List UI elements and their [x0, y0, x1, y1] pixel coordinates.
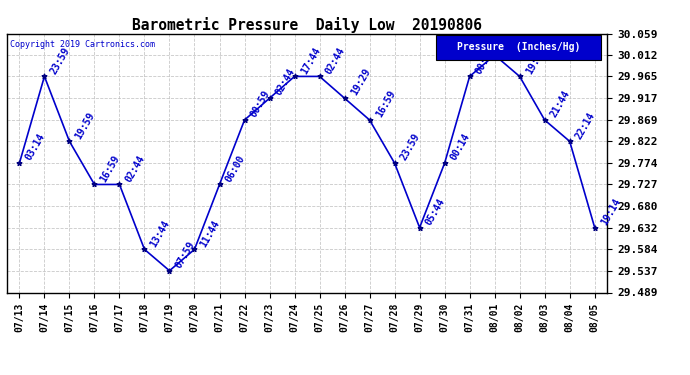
Text: 23:59: 23:59 — [399, 132, 422, 162]
Point — [189, 246, 200, 252]
Text: 19:29: 19:29 — [348, 67, 372, 98]
Text: 02:44: 02:44 — [324, 45, 347, 76]
Point — [464, 74, 475, 80]
FancyBboxPatch shape — [436, 35, 601, 60]
Text: Copyright 2019 Cartronics.com: Copyright 2019 Cartronics.com — [10, 40, 155, 49]
Text: 07:59: 07:59 — [174, 240, 197, 270]
Point — [489, 52, 500, 58]
Point — [89, 182, 100, 188]
Point — [589, 225, 600, 231]
Text: 05:44: 05:44 — [424, 196, 447, 227]
Point — [414, 225, 425, 231]
Text: Pressure  (Inches/Hg): Pressure (Inches/Hg) — [457, 42, 580, 52]
Text: 22:14: 22:14 — [574, 110, 598, 141]
Point — [289, 74, 300, 80]
Text: 16:59: 16:59 — [99, 153, 122, 184]
Point — [364, 117, 375, 123]
Text: 00:59: 00:59 — [248, 89, 272, 119]
Title: Barometric Pressure  Daily Low  20190806: Barometric Pressure Daily Low 20190806 — [132, 16, 482, 33]
Text: 06:00: 06:00 — [224, 153, 247, 184]
Text: 19:14: 19:14 — [524, 45, 547, 76]
Point — [439, 160, 450, 166]
Point — [264, 95, 275, 101]
Text: 19:59: 19:59 — [74, 110, 97, 141]
Text: 02:44: 02:44 — [124, 153, 147, 184]
Point — [164, 268, 175, 274]
Point — [114, 182, 125, 188]
Text: 11:44: 11:44 — [199, 218, 222, 249]
Text: 23:59: 23:59 — [48, 45, 72, 76]
Text: 03:14: 03:14 — [23, 132, 47, 162]
Point — [389, 160, 400, 166]
Point — [539, 117, 550, 123]
Text: 19:14: 19:14 — [599, 196, 622, 227]
Point — [139, 246, 150, 252]
Text: 00:14: 00:14 — [448, 132, 472, 162]
Text: 02:44: 02:44 — [274, 67, 297, 98]
Point — [564, 138, 575, 144]
Point — [239, 117, 250, 123]
Point — [39, 74, 50, 80]
Point — [514, 74, 525, 80]
Point — [64, 138, 75, 144]
Point — [314, 74, 325, 80]
Text: 00:14: 00:14 — [474, 45, 497, 76]
Point — [14, 160, 25, 166]
Point — [339, 95, 350, 101]
Text: 16:59: 16:59 — [374, 89, 397, 119]
Text: 13:44: 13:44 — [148, 218, 172, 249]
Point — [214, 182, 225, 188]
Text: 20:: 20: — [499, 34, 516, 54]
Text: 21:44: 21:44 — [549, 89, 572, 119]
Text: 17:44: 17:44 — [299, 45, 322, 76]
